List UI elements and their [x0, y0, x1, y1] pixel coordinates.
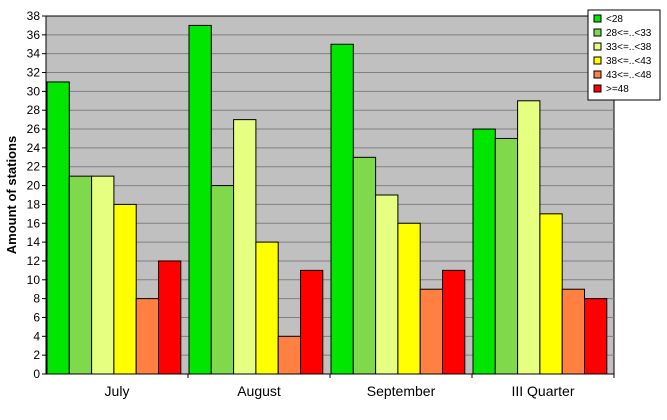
legend-swatch: [593, 42, 602, 51]
y-tick-label: 0: [33, 367, 40, 381]
legend-label: 38<=..<43: [606, 56, 652, 67]
bar: [352, 156, 377, 375]
y-tick-label: 26: [27, 122, 41, 136]
bar: [375, 194, 399, 375]
bar: [91, 175, 115, 375]
y-tick-label: 12: [27, 254, 41, 268]
bar: [300, 269, 324, 375]
y-tick-label: 6: [33, 310, 40, 324]
bar: [46, 81, 70, 375]
bar: [330, 43, 354, 375]
legend-label: 43<=..<48: [606, 70, 652, 81]
y-tick-label: 34: [27, 47, 41, 61]
y-tick-label: 28: [27, 103, 41, 117]
y-tick-label: 8: [33, 292, 40, 306]
y-tick-label: 36: [27, 28, 41, 42]
bar: [561, 288, 586, 375]
bar: [277, 335, 302, 375]
bars: [46, 24, 608, 375]
y-tick-label: 22: [27, 160, 41, 174]
legend-swatch: [593, 14, 602, 23]
bar: [539, 213, 563, 375]
y-tick-label: 20: [27, 179, 41, 193]
bar: [158, 260, 182, 375]
bar: [472, 128, 496, 375]
y-axis-label: Amount of stations: [4, 136, 19, 254]
y-tick-label: 4: [33, 329, 40, 343]
bar: [584, 298, 608, 375]
y-tick-label: 16: [27, 216, 41, 230]
x-tick-label: August: [237, 383, 281, 399]
bar: [494, 137, 519, 375]
legend-label: >=48: [606, 84, 629, 95]
bar: [517, 100, 541, 375]
legend-swatch: [593, 56, 602, 65]
bar: [113, 203, 137, 375]
legend-label: 28<=..<33: [606, 28, 652, 39]
bar: [135, 298, 159, 375]
y-tick-label: 38: [27, 9, 41, 23]
y-tick-label: 30: [27, 84, 41, 98]
y-tick-label: 32: [27, 66, 41, 80]
bar: [233, 119, 257, 375]
x-tick-label: III Quarter: [511, 383, 574, 399]
bar: [397, 222, 421, 375]
x-tick-label: July: [105, 383, 130, 399]
y-tick-label: 24: [27, 141, 41, 155]
legend-swatch: [593, 28, 602, 37]
legend-label: <28: [606, 14, 623, 25]
x-tick-label: September: [367, 383, 436, 399]
y-tick-label: 2: [33, 348, 40, 362]
bar: [255, 241, 279, 375]
legend-swatch: [593, 70, 602, 79]
legend-label: 33<=..<38: [606, 42, 652, 53]
y-tick-label: 18: [27, 197, 41, 211]
bar: [442, 269, 466, 375]
bar: [188, 24, 212, 375]
bar: [68, 175, 93, 375]
y-tick-label: 10: [27, 273, 41, 287]
bar: [419, 288, 444, 375]
x-axis-ticks: July August September III Quarter: [105, 374, 615, 399]
y-tick-label: 14: [27, 235, 41, 249]
bar: [210, 185, 235, 375]
legend-swatch: [593, 84, 602, 93]
legend: <28 28<=..<33 33<=..<38 38<=..<43 43<=..<48 >…: [587, 9, 661, 101]
